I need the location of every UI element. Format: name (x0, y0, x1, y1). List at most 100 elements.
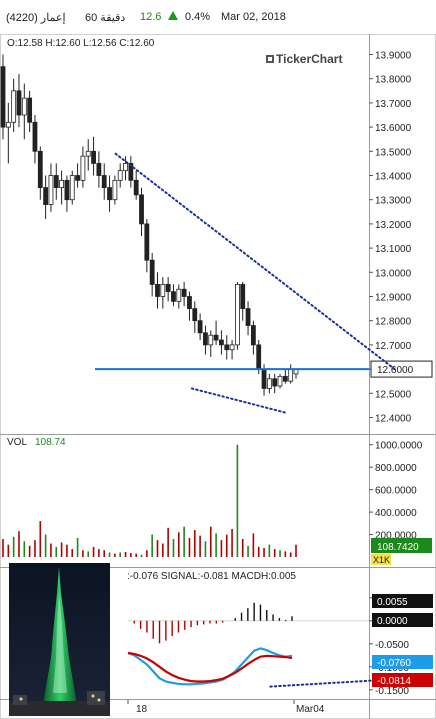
volume-bar (162, 543, 164, 557)
volume-bar (263, 548, 265, 557)
candle-body (203, 332, 208, 346)
candle-body (5, 121, 11, 128)
candle-body (155, 283, 160, 297)
macd-tick-label: -0.0500 (375, 640, 409, 651)
upper-trendline (114, 152, 396, 371)
macdh-badge (372, 594, 433, 608)
volume-bar (252, 533, 255, 557)
volume-bar (236, 444, 239, 557)
volume-bar (156, 540, 159, 557)
volume-bar (257, 546, 260, 557)
zero-badge-value: 0.0000 (377, 616, 408, 627)
candle-body (149, 259, 155, 285)
current-price-badge (370, 360, 433, 378)
price-tick-label: 13.7000 (375, 99, 412, 110)
candle-body (75, 175, 80, 181)
candle-body (213, 334, 219, 341)
volume-bar (87, 551, 90, 557)
volume-tick-label: 200.0000 (375, 531, 417, 542)
volume-bar (225, 534, 228, 557)
candle-body (0, 66, 6, 128)
volume-bar (39, 521, 42, 557)
volume-bar (289, 552, 292, 557)
candle-body (256, 344, 262, 370)
macdh-badge-value: 0.0055 (377, 597, 408, 608)
header-bar: إعمار (4220) 60 دقيقة 12.6 0.4% Mar 02, … (0, 0, 436, 35)
candle-body (219, 339, 224, 346)
volume-bar (172, 539, 175, 557)
period-label[interactable]: 60 دقيقة (85, 12, 126, 24)
candle-body (133, 179, 139, 196)
volume-bar (135, 553, 137, 557)
last-price: 12.6 (140, 11, 162, 23)
x-tick-label-18: 18 (136, 704, 148, 715)
macd-line (127, 647, 293, 686)
candle-body (240, 283, 246, 309)
volume-bar (12, 536, 15, 557)
volume-bar (247, 545, 249, 557)
price-tick-label: 12.8000 (375, 317, 412, 328)
candle-body (144, 223, 150, 261)
volume-bar (55, 546, 58, 557)
price-tick-label: 12.7000 (375, 341, 412, 352)
volume-bar (2, 539, 4, 557)
burj-khalifa-photo (9, 563, 110, 716)
candle-body (48, 175, 54, 205)
candle-body (101, 175, 107, 189)
volume-bar (279, 550, 281, 557)
candle-body (250, 325, 256, 346)
volume-bar (119, 552, 121, 557)
price-tick-label: 12.5000 (375, 389, 412, 400)
volume-bar (28, 545, 31, 557)
price-tick-label: 12.9000 (375, 292, 412, 303)
candle-body (176, 288, 182, 302)
price-tick-label: 13.6000 (375, 123, 412, 134)
candle-body (64, 179, 70, 201)
price-tick-label: 12.4000 (375, 413, 412, 424)
volume-bar (23, 541, 26, 557)
candle-body (187, 296, 192, 309)
signal-line (127, 651, 293, 683)
volume-unit: X1K (373, 555, 390, 565)
volume-bar (103, 550, 106, 557)
volume-bar (71, 549, 74, 557)
candle-body (224, 344, 230, 351)
zero-badge (372, 613, 433, 627)
volume-bar (199, 535, 201, 557)
symbol-label[interactable]: إعمار (4220) (6, 12, 66, 24)
candle-body (16, 90, 22, 116)
volume-bar (76, 537, 79, 557)
price-tick-label: 13.9000 (375, 51, 412, 62)
volume-bar (146, 550, 148, 557)
volume-bar (98, 549, 100, 557)
change-percent: 0.4% (185, 11, 211, 23)
tickerchart-logo: TickerChart (266, 52, 342, 66)
candle-body (59, 179, 64, 189)
candle-body (282, 375, 288, 382)
signal-badge-value: -0.0814 (377, 676, 411, 687)
candle-body (11, 90, 17, 123)
candle-body (107, 187, 112, 201)
candle-body (96, 163, 102, 176)
candle-body (91, 150, 96, 164)
candle-body (123, 163, 128, 172)
candle-body (234, 283, 240, 346)
volume-bar (50, 543, 52, 557)
candle-body (128, 163, 134, 181)
volume-tick-label: 400.0000 (375, 508, 417, 519)
price-tick-label: 13.5000 (375, 147, 412, 158)
candle-body (181, 288, 187, 297)
volume-badge (371, 538, 432, 553)
current-price-value: 12.6000 (377, 365, 414, 376)
macd-badge-value: -0.0760 (377, 658, 411, 669)
volume-bar (130, 553, 132, 557)
volume-last-value: 108.74 (35, 437, 66, 448)
ohlc-readout: O:12.58 H:12.60 L:12.56 C:12.60 (7, 38, 155, 49)
price-tick-label: 13.4000 (375, 172, 412, 183)
candle-body (288, 368, 294, 382)
candle-body (160, 283, 166, 297)
volume-bar (188, 537, 191, 557)
candle-body (171, 291, 176, 302)
volume-tick-label: 800.0000 (375, 463, 417, 474)
